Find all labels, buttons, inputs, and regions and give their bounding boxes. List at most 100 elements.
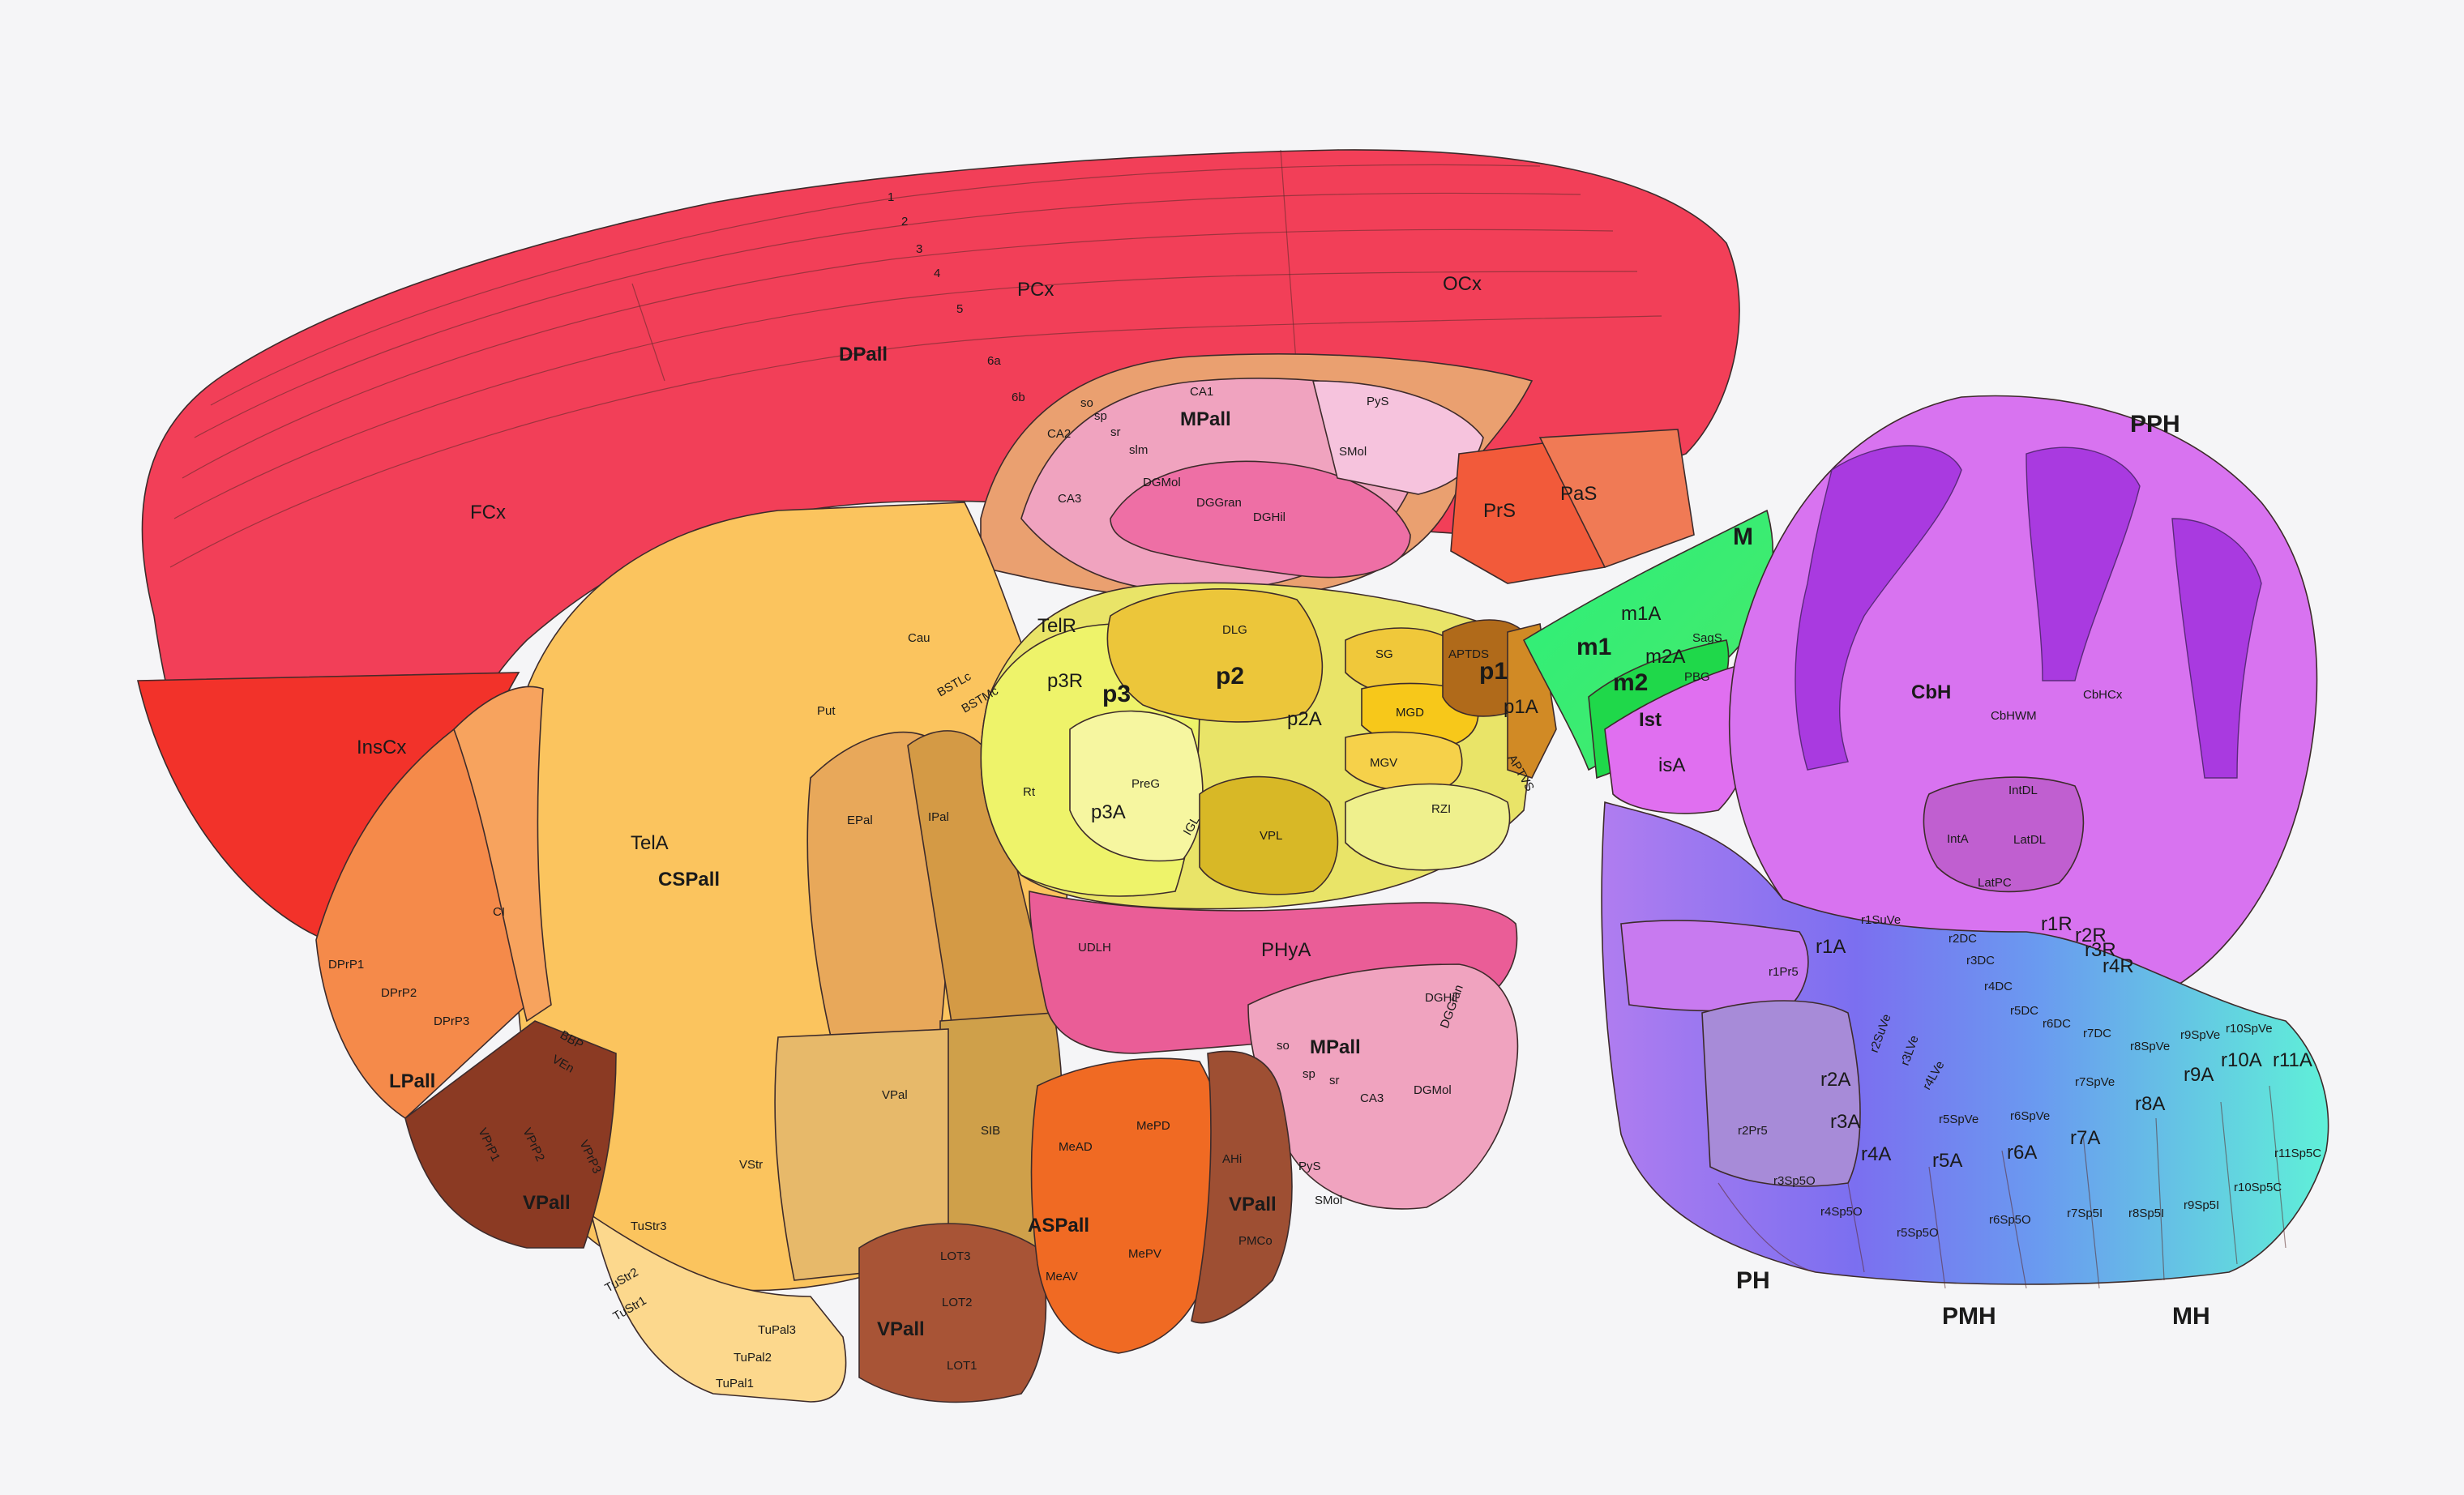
rzi-region: [1345, 783, 1511, 871]
label-ist: Ist: [1639, 709, 1662, 731]
label-r1pr5: r1Pr5: [1769, 965, 1799, 979]
label-r5dc: r5DC: [2010, 1004, 2038, 1018]
label-sr-ventral: sr: [1329, 1074, 1340, 1087]
label-r9a: r9A: [2184, 1064, 2214, 1086]
tubercle-region: [590, 1214, 847, 1403]
label-cbh: CbH: [1911, 681, 1951, 703]
label-sr: sr: [1110, 425, 1121, 439]
label-latpc: LatPC: [1978, 876, 2012, 890]
label-dprp2: DPrP2: [381, 986, 417, 1000]
hindbrain-r2-region: [1701, 1000, 1861, 1187]
label-phya: PHyA: [1261, 939, 1311, 961]
label-r4dc: r4DC: [1984, 980, 2013, 993]
label-r8sp5i: r8Sp5I: [2128, 1207, 2164, 1220]
label-fcx: FCx: [470, 502, 506, 523]
label-meav: MeAV: [1046, 1270, 1078, 1284]
label-m1: m1: [1576, 634, 1611, 660]
label-r11a: r11A: [2273, 1049, 2312, 1071]
label-ocx: OCx: [1443, 273, 1482, 295]
label-pys-dorsal: PyS: [1367, 395, 1389, 408]
label-r10spve: r10SpVe: [2226, 1022, 2273, 1036]
hindbrain-ph-band: [1718, 1085, 2286, 1289]
label-vstr: VStr: [739, 1158, 763, 1172]
label-p1: p1: [1479, 658, 1508, 685]
label-prs: PrS: [1483, 500, 1516, 522]
cerebellum-folia: [1795, 445, 2262, 779]
label-pys-ventral: PyS: [1298, 1160, 1321, 1173]
label-layer-1: 1: [888, 190, 894, 204]
label-r1r: r1R: [2041, 913, 2073, 935]
label-r2r: r2R: [2075, 925, 2107, 946]
label-lot2: LOT2: [942, 1296, 973, 1309]
label-lot1: LOT1: [947, 1359, 977, 1373]
label-so-ventral: so: [1277, 1039, 1290, 1053]
label-pbg: PBG: [1684, 670, 1710, 684]
label-cspall: CSPall: [658, 869, 720, 891]
label-p3a: p3A: [1091, 801, 1126, 823]
label-r3sp5o: r3Sp5O: [1773, 1174, 1816, 1188]
label-r8spve: r8SpVe: [2130, 1040, 2170, 1053]
label-preg: PreG: [1131, 777, 1160, 791]
label-r10sp5c: r10Sp5C: [2234, 1181, 2282, 1194]
label-m2: m2: [1613, 669, 1648, 696]
label-dpall: DPall: [839, 344, 888, 365]
label-mgd: MGD: [1396, 706, 1424, 720]
label-tupal2: TuPal2: [734, 1351, 772, 1365]
label-vpl: VPL: [1260, 829, 1282, 843]
vpal-region: [774, 1028, 949, 1281]
vpall-posterior-region: [1191, 1050, 1293, 1324]
label-isa: isA: [1658, 754, 1685, 776]
label-layer-2: 2: [901, 215, 908, 229]
label-m2a: m2A: [1645, 646, 1685, 668]
hippocampus-dg-region: [1110, 460, 1411, 579]
label-dggran-dorsal: DGGran: [1196, 496, 1242, 510]
label-dlg: DLG: [1222, 623, 1247, 637]
label-r2pr5: r2Pr5: [1738, 1124, 1768, 1138]
label-dgmol-dorsal: DGMol: [1143, 476, 1181, 489]
label-r4a: r4A: [1861, 1143, 1891, 1165]
label-p2a: p2A: [1287, 708, 1322, 730]
label-udlh: UDLH: [1078, 941, 1111, 955]
label-ipal: IPal: [928, 810, 949, 824]
label-m1a: m1A: [1621, 603, 1661, 625]
hindbrain-r1-region: [1620, 920, 1809, 1012]
label-mgv: MGV: [1370, 756, 1397, 770]
label-r7sp5i: r7Sp5I: [2067, 1207, 2103, 1220]
label-mead: MeAD: [1059, 1140, 1093, 1154]
vpl-region: [1199, 775, 1339, 895]
claustrum-region: [453, 686, 552, 1023]
label-sp: sp: [1094, 409, 1107, 423]
label-layer-4: 4: [934, 267, 940, 280]
label-sp-ventral: sp: [1303, 1067, 1315, 1081]
amygdala-region: [1030, 1057, 1227, 1354]
label-r9sp5i: r9Sp5I: [2184, 1198, 2219, 1212]
label-sags: SagS: [1692, 631, 1722, 645]
label-ca2: CA2: [1047, 427, 1071, 441]
label-epal: EPal: [847, 814, 873, 827]
label-r5a: r5A: [1932, 1150, 1962, 1172]
label-pmh: PMH: [1942, 1303, 1996, 1330]
label-r6a: r6A: [2007, 1142, 2037, 1164]
mgv-region: [1345, 731, 1463, 792]
label-mepd: MePD: [1136, 1119, 1170, 1133]
label-sib: SIB: [981, 1124, 1000, 1138]
label-r1a: r1A: [1816, 936, 1846, 958]
label-lot3: LOT3: [940, 1249, 971, 1263]
label-p3: p3: [1102, 681, 1131, 707]
label-ph: PH: [1736, 1267, 1770, 1294]
label-m: M: [1733, 523, 1753, 550]
label-ca3-ventral: CA3: [1360, 1091, 1384, 1105]
label-r2dc: r2DC: [1949, 932, 1977, 946]
label-tustr3: TuStr3: [631, 1219, 666, 1233]
label-slm: slm: [1129, 443, 1148, 457]
dlg-region: [1106, 588, 1324, 723]
label-mpall-dorsal: MPall: [1180, 408, 1231, 430]
label-r3dc: r3DC: [1966, 954, 1995, 967]
lot-region: [858, 1223, 1047, 1403]
label-sg: SG: [1375, 647, 1393, 661]
ventral-pallium-region: [404, 1020, 617, 1249]
cortex-layer-lines: [169, 164, 1662, 568]
label-aspall: ASPall: [1028, 1215, 1089, 1237]
